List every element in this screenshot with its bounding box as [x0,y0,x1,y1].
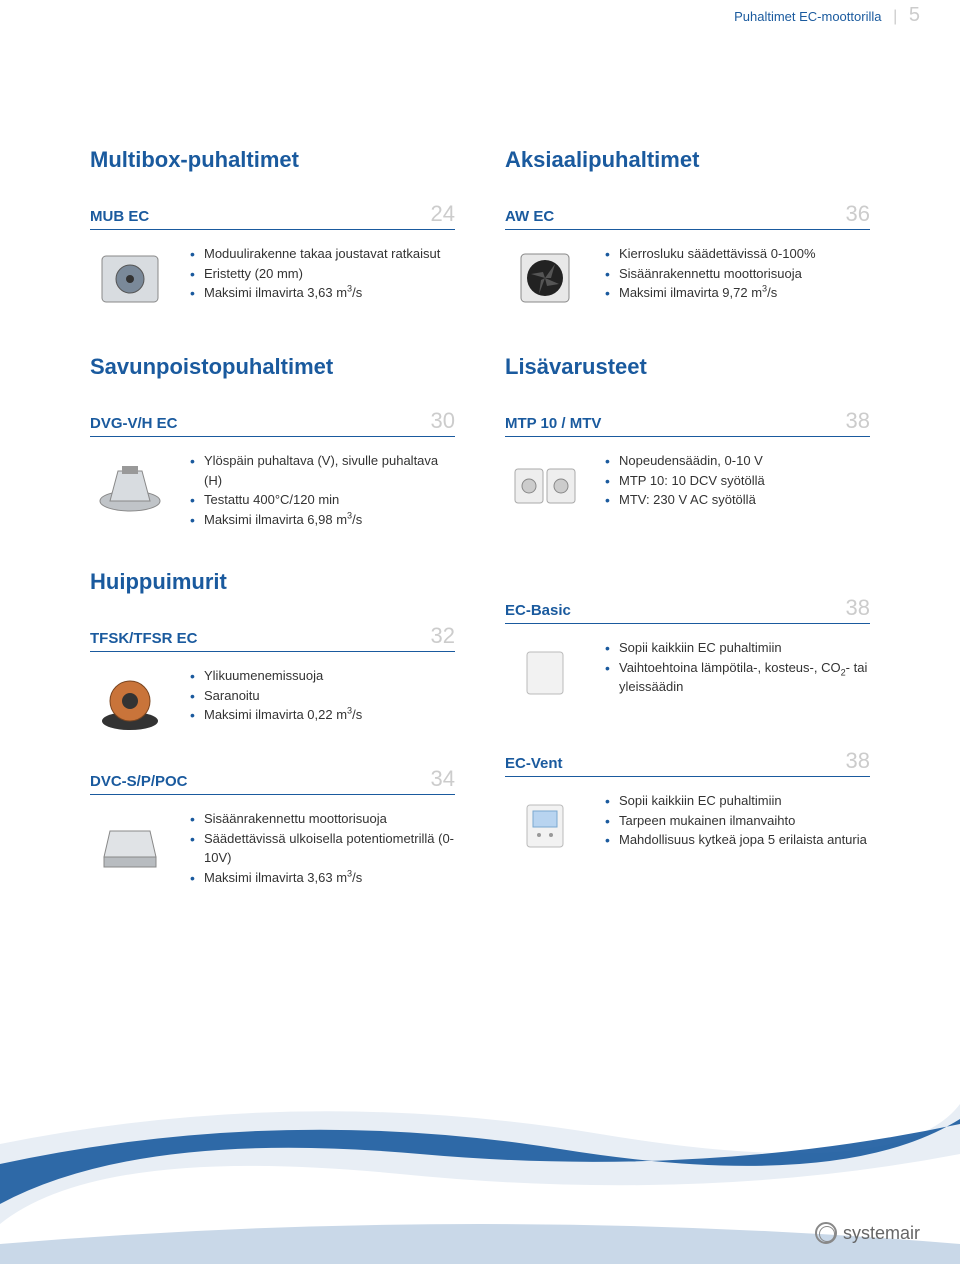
bullet-item: Maksimi ilmavirta 0,22 m3/s [190,705,455,725]
product-body: Sopii kaikkiin EC puhaltimiinTarpeen muk… [505,791,870,861]
header-divider: | [893,8,897,25]
page-ref: 38 [846,408,870,434]
product-body: Kierrosluku säädettävissä 0-100%Sisäänra… [505,244,870,314]
product-image [90,809,170,879]
right-column: Aksiaalipuhaltimet AW EC 36 Kierrosluku sää… [505,147,870,917]
page-ref: 38 [846,595,870,621]
product-block: EC-Vent 38 Sopii kaikkiin EC puhaltimiinTa… [505,748,870,861]
product-name: EC-Basic [505,602,571,619]
bullet-item: MTP 10: 10 DCV syötöllä [605,471,870,491]
bullet-item: Tarpeen mukainen ilmanvaihto [605,811,870,831]
product-bullets: Ylöspäin puhaltava (V), sivulle puhaltav… [190,451,455,529]
bullet-item: Sopii kaikkiin EC puhaltimiin [605,791,870,811]
bullet-item: Säädettävissä ulkoisella potentiometrill… [190,829,455,868]
product-body: Sopii kaikkiin EC puhaltimiinVaihtoehtoi… [505,638,870,708]
page-ref: 34 [431,766,455,792]
product-bullets: YlikuumenemissuojaSaranoituMaksimi ilmav… [190,666,455,725]
page-header: Puhaltimet EC-moottorilla | 5 [0,0,960,27]
product-body: Sisäänrakennettu moottorisuojaSäädettävi… [90,809,455,887]
product-body: Moduulirakenne takaa joustavat ratkaisut… [90,244,455,314]
bullet-item: Maksimi ilmavirta 9,72 m3/s [605,283,870,303]
product-name: DVG-V/H EC [90,415,178,432]
product-name: AW EC [505,208,554,225]
product-bullets: Kierrosluku säädettävissä 0-100%Sisäänra… [605,244,870,303]
section-title: Lisävarusteet [505,354,870,380]
logo-icon [815,1222,837,1244]
bullet-item: Vaihtoehtoina lämpötila-, kosteus-, CO2-… [605,658,870,697]
product-image [90,666,170,736]
product-bullets: Sopii kaikkiin EC puhaltimiinTarpeen muk… [605,791,870,850]
product-image [505,791,585,861]
bullet-item: MTV: 230 V AC syötöllä [605,490,870,510]
product-block: DVC-S/P/POC 34 Sisäänrakennettu moottorisu… [90,766,455,887]
product-block: MTP 10 / MTV38Nopeudensäädin, 0-10 VMTP … [505,408,870,521]
product-bullets: Nopeudensäädin, 0-10 VMTP 10: 10 DCV syö… [605,451,870,510]
bullet-item: Ylöspäin puhaltava (V), sivulle puhaltav… [190,451,455,490]
section-title: Aksiaalipuhaltimet [505,147,870,173]
product-image [90,244,170,314]
bullet-item: Maksimi ilmavirta 6,98 m3/s [190,510,455,530]
logo-text: systemair [843,1223,920,1244]
bullet-item: Nopeudensäädin, 0-10 V [605,451,870,471]
section-title: Huippuimurit [90,569,455,595]
product-body: YlikuumenemissuojaSaranoituMaksimi ilmav… [90,666,455,736]
left-column: Multibox-puhaltimet MUB EC 24 Moduulirakenn… [90,147,455,917]
product-block: DVG-V/H EC 30 Ylöspäin puhaltava (V), sivu… [90,408,455,529]
bullet-item: Maksimi ilmavirta 3,63 m3/s [190,283,455,303]
bullet-item: Mahdollisuus kytkeä jopa 5 erilaista ant… [605,830,870,850]
product-header: EC-Basic 38 [505,595,870,624]
breadcrumb: Puhaltimet EC-moottorilla [734,9,881,24]
product-bullets: Moduulirakenne takaa joustavat ratkaisut… [190,244,455,303]
product-header: TFSK/TFSR EC 32 [90,623,455,652]
product-block: AW EC 36 Kierrosluku säädettävissä 0-100%S… [505,201,870,314]
product-block: TFSK/TFSR EC 32 YlikuumenemissuojaSaranoit… [90,623,455,736]
product-name: DVC-S/P/POC [90,773,188,790]
bullet-item: Moduulirakenne takaa joustavat ratkaisut [190,244,455,264]
bullet-item: Sisäänrakennettu moottorisuoja [605,264,870,284]
bullet-item: Maksimi ilmavirta 3,63 m3/s [190,868,455,888]
product-header: MUB EC 24 [90,201,455,230]
product-header: EC-Vent 38 [505,748,870,777]
page-ref: 38 [846,748,870,774]
product-name: TFSK/TFSR EC [90,630,198,647]
page-ref: 24 [431,201,455,227]
product-name: MUB EC [90,208,149,225]
product-block: EC-Basic 38 Sopii kaikkiin EC puhaltimiinV… [505,595,870,708]
page-ref: 32 [431,623,455,649]
bullet-item: Ylikuumenemissuoja [190,666,455,686]
product-image [505,638,585,708]
product-body: Ylöspäin puhaltava (V), sivulle puhaltav… [90,451,455,529]
bullet-item: Kierrosluku säädettävissä 0-100% [605,244,870,264]
bullet-item: Saranoitu [190,686,455,706]
page-ref: 30 [431,408,455,434]
product-header: DVC-S/P/POC 34 [90,766,455,795]
section-title: Savunpoistopuhaltimet [90,354,455,380]
product-bullets: Sopii kaikkiin EC puhaltimiinVaihtoehtoi… [605,638,870,697]
bullet-item: Eristetty (20 mm) [190,264,455,284]
product-name: MTP 10 / MTV [505,415,601,432]
product-body: Nopeudensäädin, 0-10 VMTP 10: 10 DCV syö… [505,451,870,521]
main-content: Multibox-puhaltimet MUB EC 24 Moduulirakenn… [0,27,960,917]
product-header: AW EC 36 [505,201,870,230]
product-block: MUB EC 24 Moduulirakenne takaa joustavat r… [90,201,455,314]
bullet-item: Sopii kaikkiin EC puhaltimiin [605,638,870,658]
product-image [90,451,170,521]
bullet-item: Testattu 400°C/120 min [190,490,455,510]
brand-logo: systemair [815,1222,920,1244]
product-image [505,244,585,314]
section-title: Multibox-puhaltimet [90,147,455,173]
product-bullets: Sisäänrakennettu moottorisuojaSäädettävi… [190,809,455,887]
page-ref: 36 [846,201,870,227]
page-number: 5 [909,4,920,26]
product-image [505,451,585,521]
product-header: DVG-V/H EC 30 [90,408,455,437]
product-name: EC-Vent [505,755,563,772]
product-header: MTP 10 / MTV 38 [505,408,870,437]
bullet-item: Sisäänrakennettu moottorisuoja [190,809,455,829]
